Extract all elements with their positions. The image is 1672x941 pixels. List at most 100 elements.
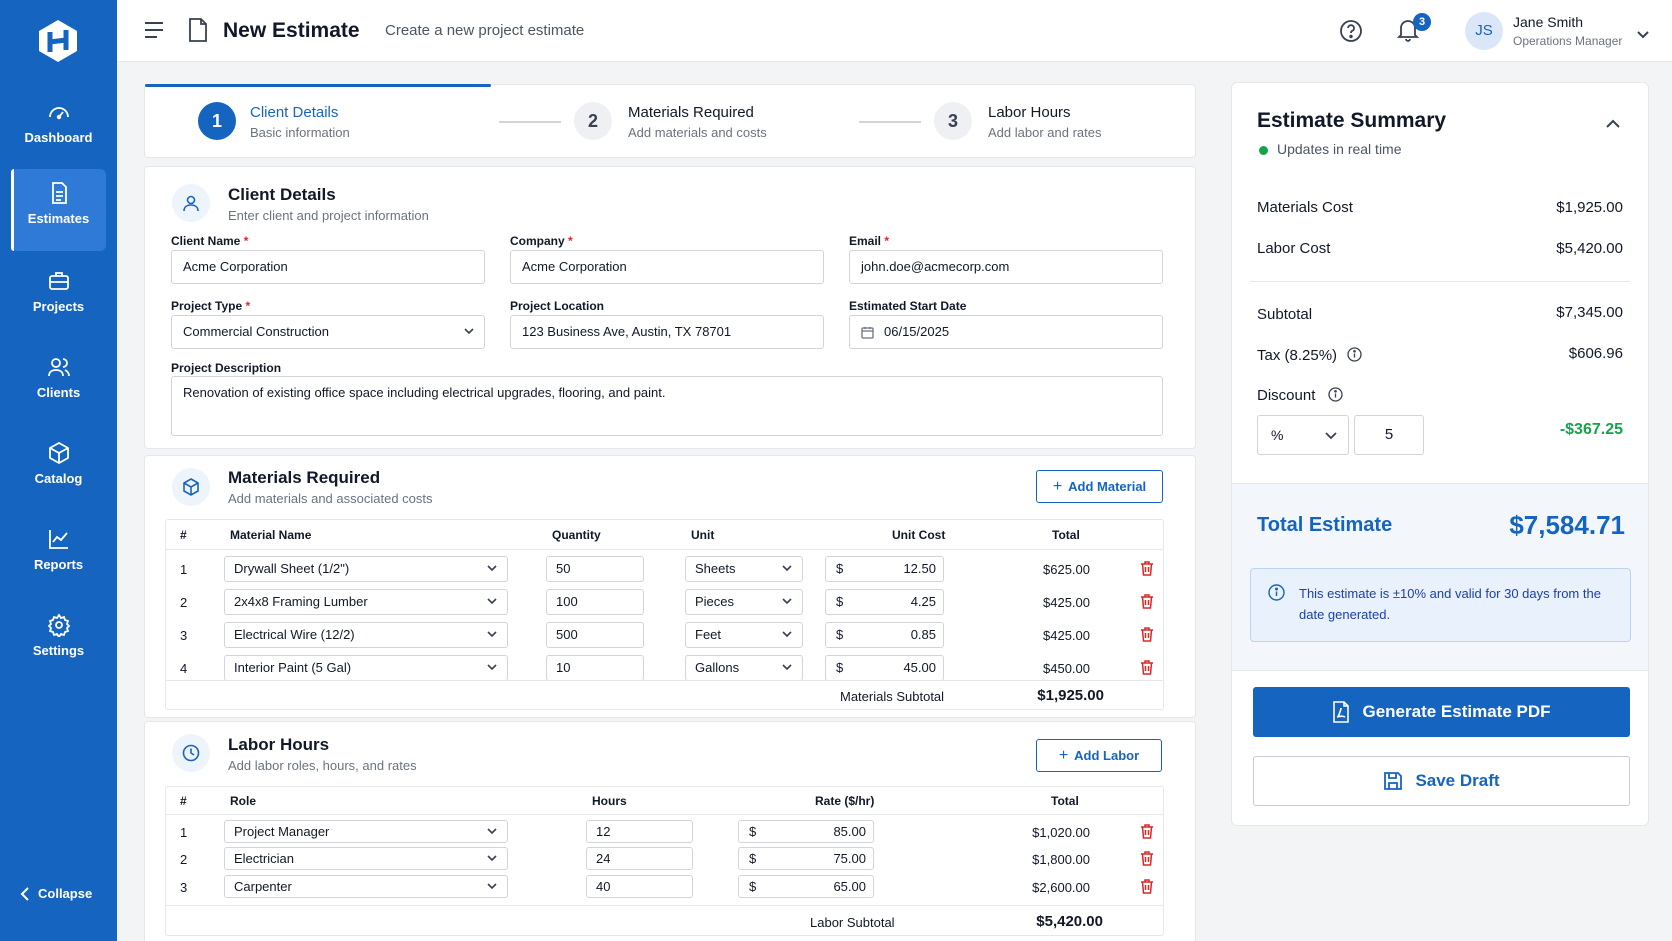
step-2-subtitle: Add materials and costs — [628, 125, 767, 140]
quantity-input[interactable]: 10 — [546, 655, 644, 681]
step-1-title[interactable]: Client Details — [250, 104, 339, 121]
role-select[interactable]: Project Manager — [224, 820, 508, 843]
material-name-value: Interior Paint (5 Gal) — [234, 660, 352, 675]
generate-pdf-button[interactable]: Generate Estimate PDF — [1253, 687, 1630, 737]
nav-item-reports[interactable]: Reports — [11, 515, 106, 597]
chevron-down-icon — [487, 828, 497, 835]
rate-input[interactable]: $85.00 — [738, 820, 874, 843]
role-select[interactable]: Electrician — [224, 847, 508, 870]
material-name-select[interactable]: Interior Paint (5 Gal) — [224, 655, 508, 681]
role-select[interactable]: Carpenter — [224, 875, 508, 898]
bell-icon[interactable] — [1396, 18, 1420, 47]
step-3-title[interactable]: Labor Hours — [988, 104, 1071, 121]
trash-icon[interactable] — [1140, 851, 1154, 866]
chevron-down-icon[interactable] — [1637, 26, 1649, 44]
step-2-title[interactable]: Materials Required — [628, 104, 754, 121]
menu-icon[interactable] — [144, 21, 164, 44]
step-3-circle[interactable]: 3 — [934, 102, 972, 140]
unit-cost-input[interactable]: $12.50 — [825, 556, 944, 582]
step-3-subtitle: Add labor and rates — [988, 125, 1102, 140]
trash-icon[interactable] — [1140, 879, 1154, 894]
info-icon[interactable] — [1327, 387, 1343, 402]
subtotal-value: $7,345.00 — [1556, 304, 1623, 321]
unit-cost-value: 12.50 — [903, 561, 936, 576]
trash-icon[interactable] — [1140, 660, 1154, 675]
save-draft-button[interactable]: Save Draft — [1253, 756, 1630, 806]
description-textarea[interactable]: Renovation of existing office space incl… — [171, 376, 1163, 436]
unit-select[interactable]: Sheets — [685, 556, 803, 582]
live-status-dot — [1259, 146, 1268, 155]
currency-symbol: $ — [749, 824, 757, 839]
chevron-down-icon — [487, 883, 497, 890]
user-name[interactable]: Jane Smith — [1513, 14, 1584, 30]
chevron-down-icon — [487, 664, 497, 671]
client-name-input[interactable]: Acme Corporation — [171, 250, 485, 284]
col-unit-cost: Unit Cost — [892, 528, 946, 542]
unit-cost-input[interactable]: $4.25 — [825, 589, 944, 615]
collapse-label: Collapse — [38, 886, 93, 901]
labor-section-subtitle: Add labor roles, hours, and rates — [228, 758, 417, 773]
row-number: 1 — [180, 825, 188, 840]
unit-cost-input[interactable]: $45.00 — [825, 655, 944, 681]
chevron-down-icon — [782, 598, 792, 605]
quantity-input[interactable]: 500 — [546, 622, 644, 648]
hours-input[interactable]: 24 — [586, 847, 693, 870]
trash-icon[interactable] — [1140, 561, 1154, 576]
tax-value: $606.96 — [1568, 345, 1623, 362]
row-total: $425.00 — [1043, 628, 1090, 643]
nav-item-dashboard[interactable]: Dashboard — [11, 88, 106, 170]
discount-type-select[interactable]: % — [1257, 415, 1349, 455]
collapse-button[interactable]: Collapse — [20, 886, 92, 901]
unit-cost-input[interactable]: $0.85 — [825, 622, 944, 648]
add-labor-button[interactable]: + Add Labor — [1036, 739, 1162, 772]
quantity-input[interactable]: 50 — [546, 556, 644, 582]
col-num: # — [180, 794, 187, 808]
col-hours: Hours — [592, 794, 627, 808]
nav-item-clients[interactable]: Clients — [11, 343, 106, 425]
quantity-input[interactable]: 100 — [546, 589, 644, 615]
materials-subtotal-row: Materials Subtotal $1,925.00 — [166, 680, 1163, 710]
trash-icon[interactable] — [1140, 627, 1154, 642]
trash-icon[interactable] — [1140, 594, 1154, 609]
tax-label: Tax (8.25%) — [1257, 347, 1362, 364]
help-icon[interactable] — [1339, 19, 1363, 48]
email-field[interactable]: john.doe@acmecorp.com — [849, 250, 1163, 284]
trash-icon[interactable] — [1140, 824, 1154, 839]
start-date-input[interactable]: 06/15/2025 — [849, 315, 1163, 349]
materials-card: Materials Required Add materials and ass… — [144, 455, 1196, 718]
chevron-up-icon[interactable] — [1606, 115, 1620, 133]
material-name-select[interactable]: Electrical Wire (12/2) — [224, 622, 508, 648]
page-subtitle: Create a new project estimate — [385, 22, 585, 39]
step-1-circle[interactable]: 1 — [198, 102, 236, 140]
table-header — [166, 787, 1163, 815]
material-name-select[interactable]: 2x4x8 Framing Lumber — [224, 589, 508, 615]
page-title: New Estimate — [223, 19, 360, 42]
company-input[interactable]: Acme Corporation — [510, 250, 824, 284]
currency-symbol: $ — [836, 561, 844, 576]
nav-item-catalog[interactable]: Catalog — [11, 429, 106, 511]
unit-select[interactable]: Pieces — [685, 589, 803, 615]
plus-icon: + — [1052, 478, 1063, 495]
project-type-select[interactable]: Commercial Construction — [171, 315, 485, 349]
row-total: $2,600.00 — [1032, 880, 1090, 895]
nav-item-settings[interactable]: Settings — [11, 601, 106, 683]
nav-item-estimates[interactable]: Estimates — [11, 169, 106, 251]
avatar[interactable]: JS — [1465, 12, 1503, 50]
hours-input[interactable]: 12 — [586, 820, 693, 843]
col-total: Total — [1052, 528, 1080, 542]
col-num: # — [180, 528, 187, 542]
nav-item-projects[interactable]: Projects — [11, 257, 106, 339]
unit-select[interactable]: Gallons — [685, 655, 803, 681]
add-material-button[interactable]: + Add Material — [1036, 470, 1163, 503]
app-logo[interactable] — [36, 18, 80, 64]
clock-icon — [172, 734, 210, 772]
hours-input[interactable]: 40 — [586, 875, 693, 898]
discount-amount-input[interactable]: 5 — [1354, 415, 1424, 455]
step-2-circle[interactable]: 2 — [574, 102, 612, 140]
project-location-input[interactable]: 123 Business Ave, Austin, TX 78701 — [510, 315, 824, 349]
material-name-select[interactable]: Drywall Sheet (1/2") — [224, 556, 508, 582]
rate-input[interactable]: $65.00 — [738, 875, 874, 898]
unit-select[interactable]: Feet — [685, 622, 803, 648]
info-icon[interactable] — [1347, 347, 1362, 362]
rate-input[interactable]: $75.00 — [738, 847, 874, 870]
